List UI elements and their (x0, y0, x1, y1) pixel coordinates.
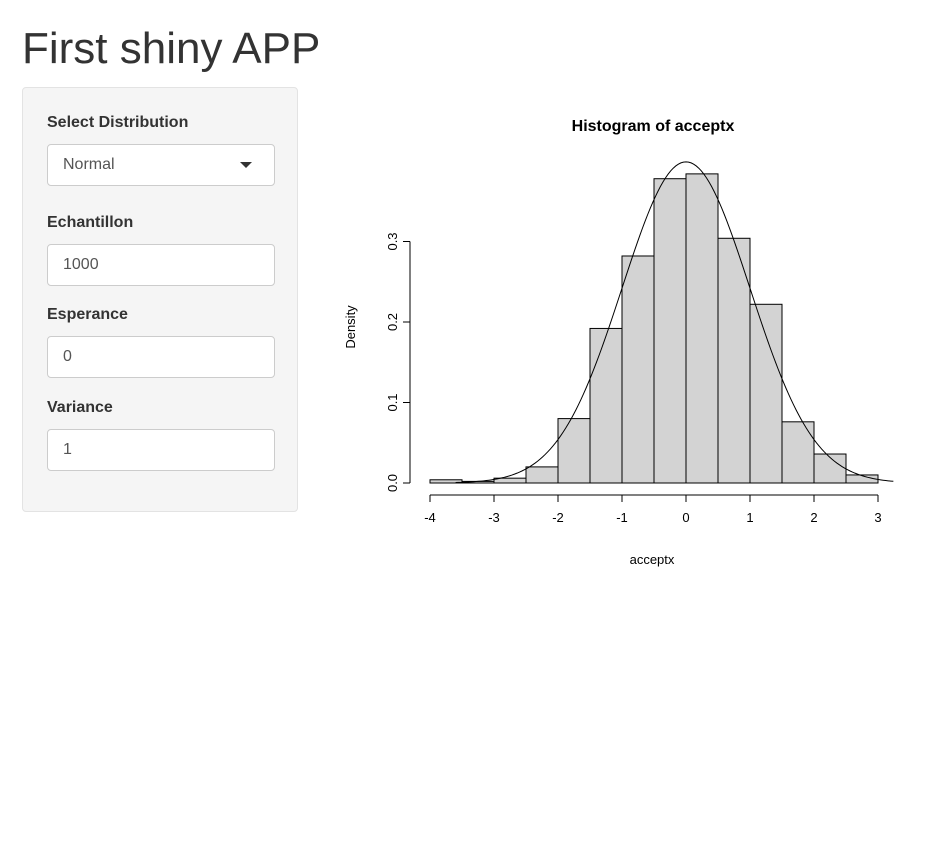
histogram-bar-7 (653, 178, 687, 484)
y-tick-label: 0.3 (385, 232, 400, 250)
x-tick-label: -1 (616, 510, 628, 525)
histogram-bar-4 (557, 418, 591, 484)
variance-label: Variance (47, 399, 113, 416)
x-tick-label: 0 (682, 510, 689, 525)
y-tick-label: 0.1 (385, 393, 400, 411)
x-tick-label: 3 (874, 510, 881, 525)
distribution-select[interactable]: Normal (47, 144, 275, 186)
histogram-bar-5 (589, 327, 623, 484)
mean-input[interactable] (47, 336, 275, 378)
histogram-bar-8 (685, 173, 719, 484)
distribution-label: Select Distribution (47, 114, 189, 131)
x-axis-label: acceptx (630, 552, 675, 567)
sample-size-input[interactable] (47, 244, 275, 286)
histogram-bar-10 (749, 303, 783, 484)
histogram-bar-3 (525, 466, 559, 484)
histogram-bar-12 (813, 453, 847, 484)
x-tick-label: -2 (552, 510, 564, 525)
histogram-plot: Histogram of acceptx acceptx Density -4 -… (330, 95, 910, 585)
x-tick-label: -3 (488, 510, 500, 525)
histogram-bar-9 (717, 237, 751, 484)
y-axis-label: Density (343, 305, 358, 349)
x-tick-label: 1 (746, 510, 753, 525)
app-title: First shiny APP (22, 24, 321, 73)
mean-label: Esperance (47, 306, 128, 323)
variance-input[interactable] (47, 429, 275, 471)
histogram-bar-6 (621, 255, 655, 484)
histogram-bar-11 (781, 421, 815, 484)
y-tick-label: 0.2 (385, 313, 400, 331)
chevron-down-icon (240, 162, 252, 168)
y-tick-label: 0.0 (385, 474, 400, 492)
histogram-svg: Histogram of acceptx acceptx Density -4 -… (343, 118, 894, 567)
x-tick-label: 2 (810, 510, 817, 525)
sidebar-panel: Select Distribution Normal Echantillon E… (22, 87, 298, 512)
x-tick-label: -4 (424, 510, 436, 525)
distribution-selected-value: Normal (63, 156, 115, 173)
density-curve (455, 161, 894, 484)
chart-title: Histogram of acceptx (572, 118, 735, 135)
sample-size-label: Echantillon (47, 214, 134, 231)
